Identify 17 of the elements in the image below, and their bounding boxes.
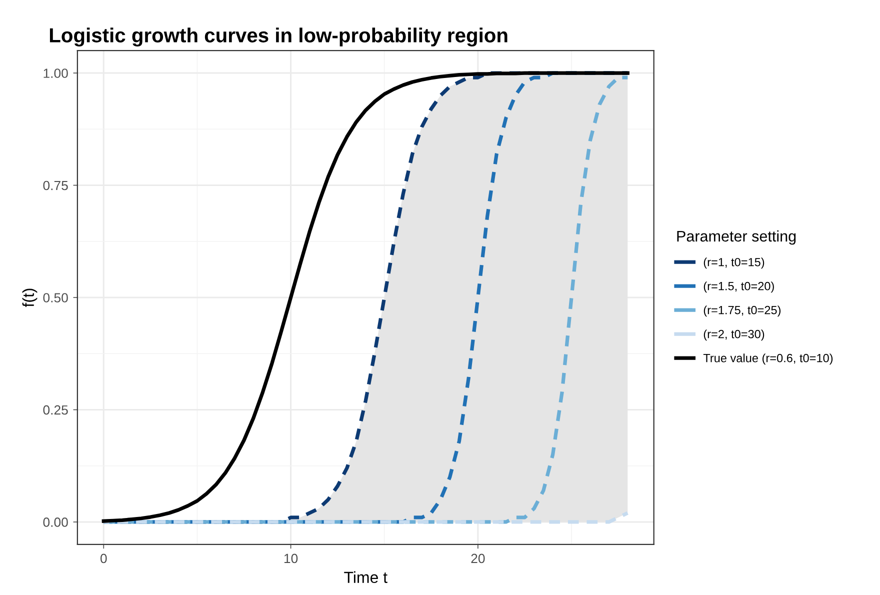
y-tick-label: 0.75	[43, 180, 68, 190]
y-tick-label: 0.50	[43, 293, 68, 302]
y-axis-title: f(t)	[22, 288, 38, 308]
y-tick-label: 1.00	[44, 68, 68, 78]
legend-label: (r=1, t0=15)	[704, 258, 764, 269]
y-tick-label: 0.00	[43, 518, 68, 527]
legend-title: Parameter setting	[677, 230, 796, 245]
legend-label: (r=1.75, t0=25)	[704, 306, 781, 317]
y-tick-label: 0.25	[43, 405, 68, 415]
x-tick-label: 20	[471, 554, 485, 564]
legend-label: (r=1.5, t0=20)	[704, 282, 774, 293]
x-tick-label: 10	[284, 554, 298, 564]
legend-label: True value (r=0.6, t0=10)	[703, 354, 833, 365]
chart-title: Logistic growth curves in low-probability region	[50, 28, 508, 47]
x-tick-label: 0	[100, 554, 107, 564]
legend-label: (r=2, t0=30)	[704, 330, 764, 341]
x-axis-title: Time t	[344, 571, 388, 584]
